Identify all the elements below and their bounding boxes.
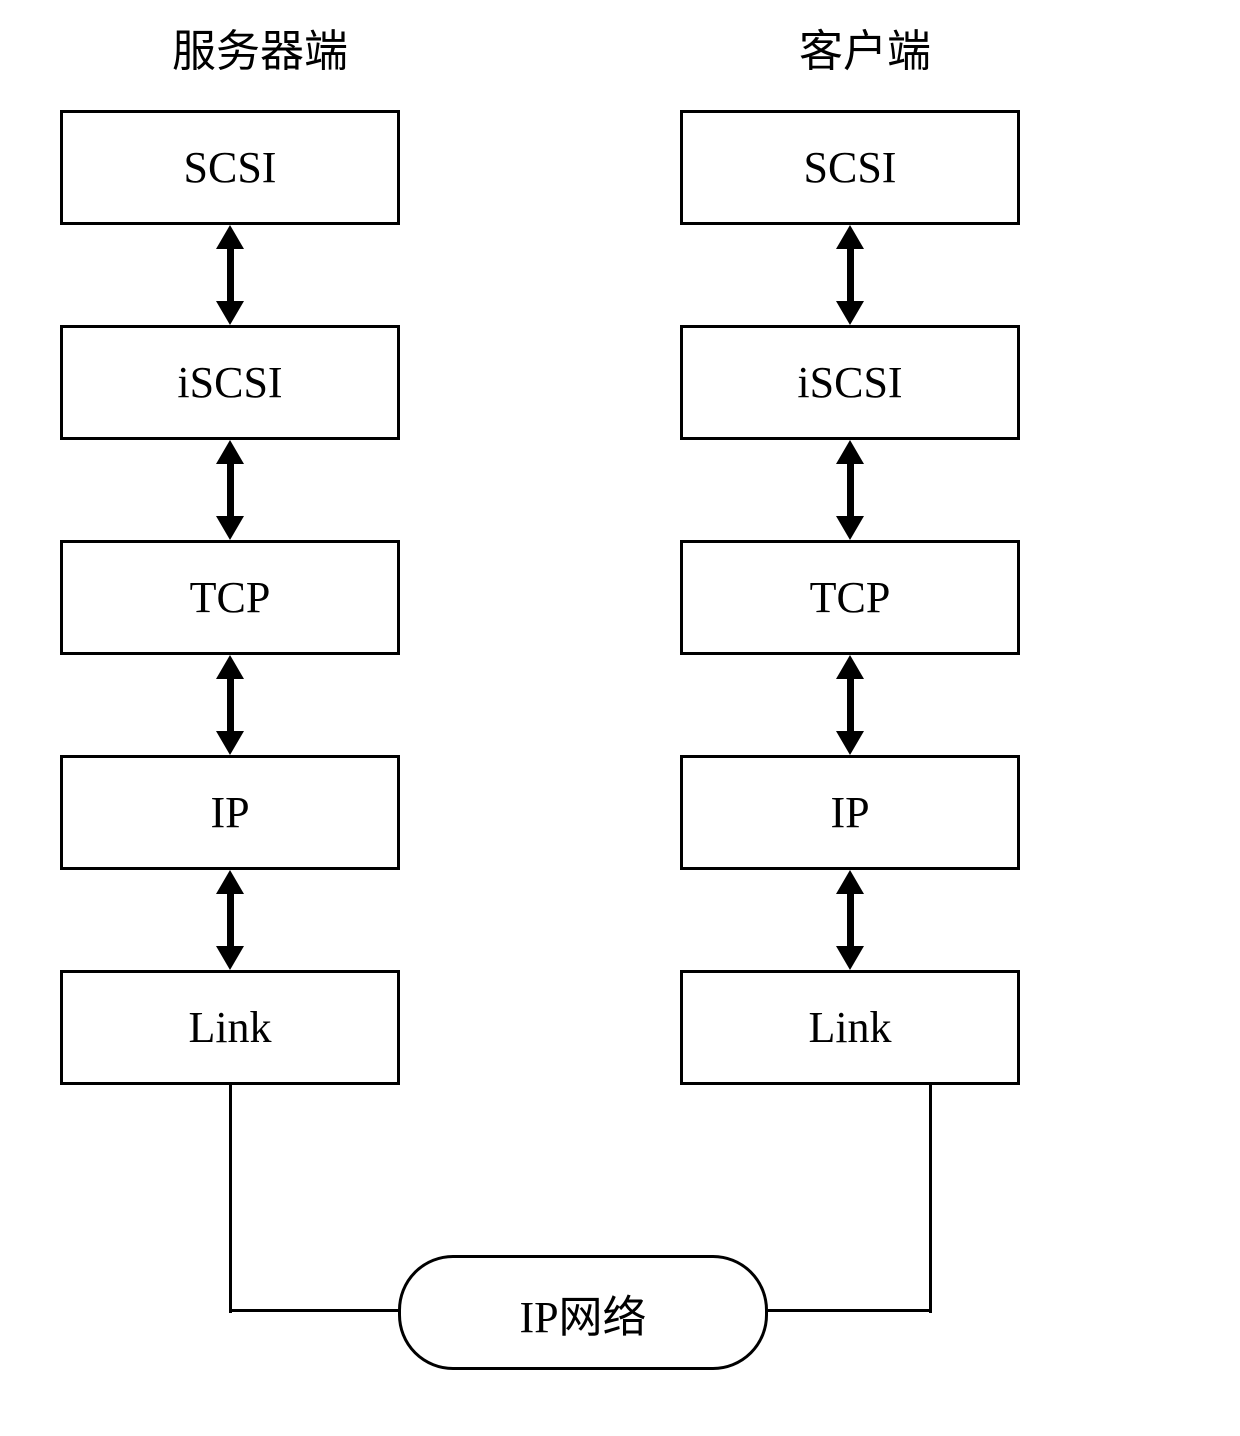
server-header: 服务器端 [120, 15, 400, 79]
double-arrow-icon [836, 655, 864, 755]
client-layer-tcp: TCP [680, 540, 1020, 655]
connector-line [229, 1085, 232, 1313]
double-arrow-icon [216, 655, 244, 755]
client-layer-iscsi: iSCSI [680, 325, 1020, 440]
client-header: 客户端 [755, 15, 975, 79]
server-layer-tcp: TCP [60, 540, 400, 655]
client-layer-ip: IP [680, 755, 1020, 870]
server-layer-link: Link [60, 970, 400, 1085]
connector-line [929, 1085, 932, 1313]
double-arrow-icon [836, 440, 864, 540]
client-layer-link: Link [680, 970, 1020, 1085]
connector-line [230, 1309, 398, 1312]
double-arrow-icon [216, 440, 244, 540]
server-layer-iscsi: iSCSI [60, 325, 400, 440]
double-arrow-icon [216, 225, 244, 325]
client-layer-scsi: SCSI [680, 110, 1020, 225]
connector-line [768, 1309, 930, 1312]
double-arrow-icon [836, 225, 864, 325]
server-layer-ip: IP [60, 755, 400, 870]
double-arrow-icon [836, 870, 864, 970]
double-arrow-icon [216, 870, 244, 970]
ip-network-box: IP网络 [398, 1255, 768, 1370]
server-layer-scsi: SCSI [60, 110, 400, 225]
